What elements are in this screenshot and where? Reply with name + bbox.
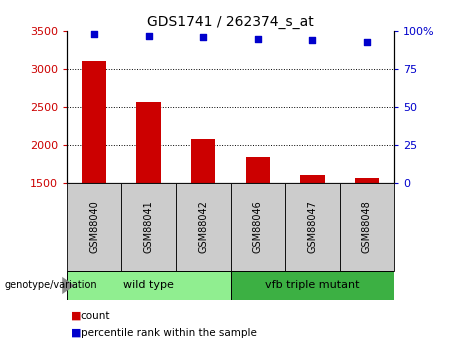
Text: GSM88040: GSM88040 bbox=[89, 200, 99, 253]
Text: GSM88042: GSM88042 bbox=[198, 200, 208, 253]
Bar bbox=[230, 183, 285, 271]
Bar bbox=[82, 61, 106, 183]
Point bbox=[145, 33, 152, 38]
Bar bbox=[191, 139, 215, 183]
Text: GSM88041: GSM88041 bbox=[144, 200, 154, 253]
Point bbox=[200, 34, 207, 40]
Text: genotype/variation: genotype/variation bbox=[5, 280, 97, 290]
Bar bbox=[67, 271, 230, 300]
Point bbox=[254, 36, 261, 41]
Bar bbox=[300, 175, 325, 183]
Title: GDS1741 / 262374_s_at: GDS1741 / 262374_s_at bbox=[147, 14, 314, 29]
Bar bbox=[246, 157, 270, 183]
Bar bbox=[340, 183, 394, 271]
Bar bbox=[176, 183, 230, 271]
Text: count: count bbox=[81, 311, 110, 321]
Bar bbox=[136, 102, 161, 183]
Text: GSM88048: GSM88048 bbox=[362, 200, 372, 253]
Text: percentile rank within the sample: percentile rank within the sample bbox=[81, 328, 257, 338]
Bar bbox=[121, 183, 176, 271]
Bar bbox=[355, 178, 379, 183]
Polygon shape bbox=[62, 277, 75, 294]
Text: GSM88047: GSM88047 bbox=[307, 200, 317, 253]
Text: wild type: wild type bbox=[123, 280, 174, 290]
Bar bbox=[285, 183, 340, 271]
Bar bbox=[67, 183, 121, 271]
Point bbox=[308, 37, 316, 43]
Point bbox=[363, 39, 371, 45]
Text: ■: ■ bbox=[71, 311, 82, 321]
Point bbox=[90, 31, 98, 37]
Text: GSM88046: GSM88046 bbox=[253, 200, 263, 253]
Bar bbox=[230, 271, 394, 300]
Text: ■: ■ bbox=[71, 328, 82, 338]
Text: vfb triple mutant: vfb triple mutant bbox=[265, 280, 360, 290]
